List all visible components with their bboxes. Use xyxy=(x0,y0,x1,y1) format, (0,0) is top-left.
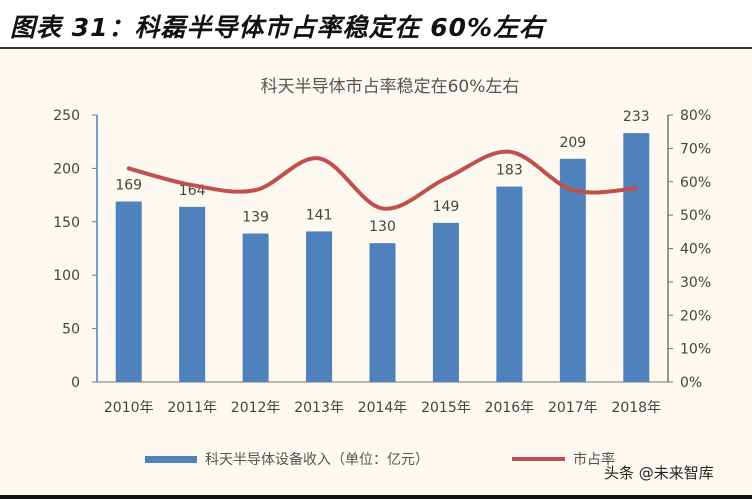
x-tick-label: 2018年 xyxy=(611,400,661,416)
bar xyxy=(306,231,333,382)
right-tick-label: 10% xyxy=(680,342,711,358)
watermark: 头条 @未来智库 xyxy=(604,464,714,482)
legend-label-share: 市占率 xyxy=(573,451,615,468)
bar-data-label: 141 xyxy=(306,207,333,223)
bar-data-label: 209 xyxy=(559,135,586,151)
left-tick-label: 0 xyxy=(71,375,80,391)
left-tick-label: 200 xyxy=(53,161,80,177)
right-tick-label: 30% xyxy=(680,275,711,291)
bar xyxy=(559,158,586,382)
bar-data-label: 233 xyxy=(623,109,650,125)
x-tick-label: 2012年 xyxy=(231,400,281,416)
right-tick-label: 60% xyxy=(680,175,711,191)
x-tick-label: 2013年 xyxy=(294,400,344,416)
left-tick-label: 100 xyxy=(53,268,80,284)
bar-data-label: 130 xyxy=(369,219,396,235)
right-tick-label: 20% xyxy=(680,308,711,324)
divider xyxy=(0,47,752,49)
bar-data-label: 149 xyxy=(433,199,460,215)
bar xyxy=(496,186,523,382)
right-tick-label: 0% xyxy=(680,375,702,391)
bar xyxy=(115,201,142,382)
left-tick-label: 150 xyxy=(53,215,80,231)
x-tick-label: 2017年 xyxy=(548,400,598,416)
left-tick-label: 250 xyxy=(53,108,80,124)
bar xyxy=(179,206,206,382)
chart-area: 科天半导体市占率稳定在60%左右 0 50 100 150 200 250 0% 10% 20%… xyxy=(0,50,752,495)
x-tick-label: 2015年 xyxy=(421,400,471,416)
figure-caption: 图表 31：科磊半导体市占率稳定在 60%左右 xyxy=(10,13,546,42)
header: 图表 31：科磊半导体市占率稳定在 60%左右 xyxy=(0,0,752,50)
right-tick-label: 80% xyxy=(680,108,711,124)
right-tick-label: 40% xyxy=(680,242,711,258)
x-tick-label: 2016年 xyxy=(485,400,535,416)
x-tick-label: 2014年 xyxy=(358,400,408,416)
bar xyxy=(369,243,396,382)
bar-data-label: 183 xyxy=(496,163,523,179)
legend-label-revenue: 科天半导体设备收入（单位：亿元） xyxy=(205,451,429,468)
bar-data-label: 169 xyxy=(115,178,142,194)
bar xyxy=(242,233,269,382)
right-tick-label: 70% xyxy=(680,141,711,157)
bar-data-label: 139 xyxy=(242,210,269,226)
right-tick-label: 50% xyxy=(680,208,711,224)
chart: 科天半导体市占率稳定在60%左右 0 50 100 150 200 250 0% 10% 20%… xyxy=(53,77,711,468)
divider xyxy=(0,495,752,499)
x-tick-label: 2011年 xyxy=(167,400,217,416)
bar xyxy=(432,222,459,382)
bar xyxy=(623,133,650,382)
x-tick-label: 2010年 xyxy=(104,400,154,416)
left-tick-label: 50 xyxy=(62,322,80,338)
chart-title: 科天半导体市占率稳定在60%左右 xyxy=(261,77,520,97)
legend-swatch-revenue xyxy=(145,456,197,463)
